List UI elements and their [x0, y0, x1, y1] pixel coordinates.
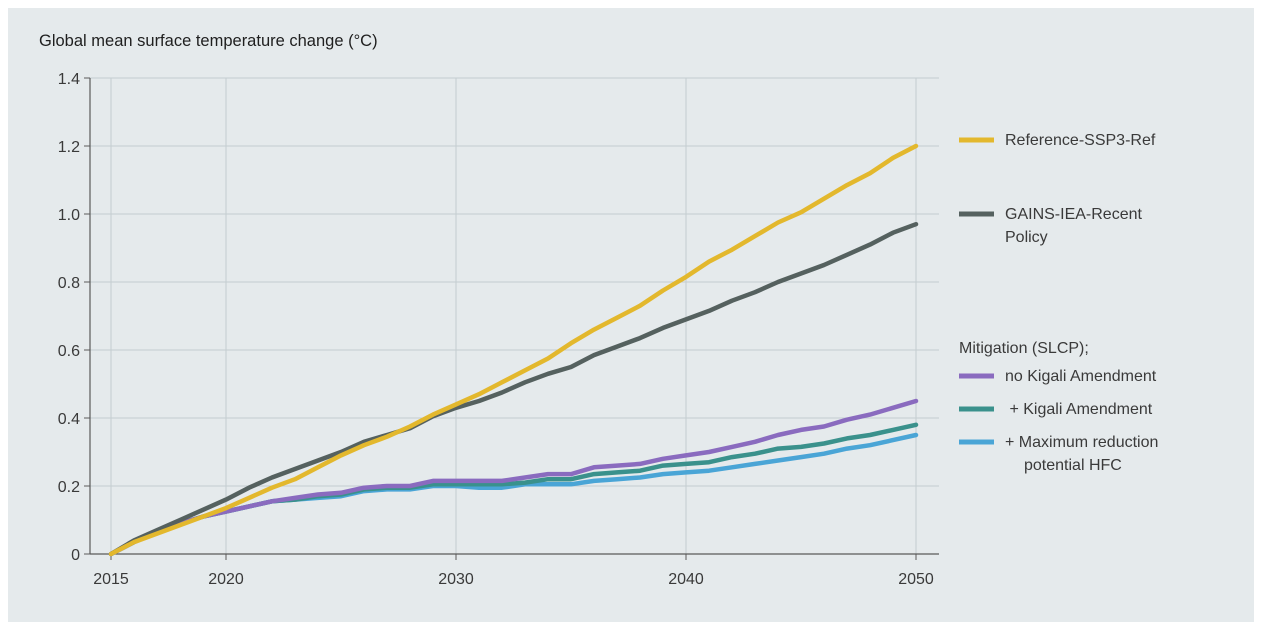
series-lines: [108, 143, 919, 557]
y-tick-label: 0.2: [58, 479, 80, 496]
y-tick-label: 0: [71, 547, 80, 564]
legend-label-max-reduction: + Maximum reduction: [1005, 434, 1158, 451]
legend-heading: Mitigation (SLCP);: [959, 340, 1089, 357]
chart-title: Global mean surface temperature change (…: [39, 32, 378, 50]
y-tick-label: 0.8: [58, 275, 80, 292]
chart-panel: Global mean surface temperature change (…: [8, 8, 1254, 622]
y-tick-label: 0.6: [58, 343, 80, 360]
legend-label-reference-ssp3: Reference-SSP3-Ref: [1005, 132, 1156, 149]
y-tick-label: 1.2: [58, 139, 80, 156]
series-line-no-kigali: [108, 398, 919, 557]
series-line-kigali: [108, 422, 919, 557]
legend-label-max-reduction-line2: potential HFC: [1024, 457, 1122, 474]
x-tick-label: 2020: [208, 571, 244, 588]
grid: [90, 77, 939, 554]
legend-label-kigali: + Kigali Amendment: [1005, 401, 1153, 418]
axes: 0 0.2 0.4 0.6 0.8 1.0 1.2 1.4 2015 2020 2030 2040 20…: [58, 71, 939, 588]
temperature-chart: Global mean surface temperature change (…: [39, 32, 1158, 588]
legend-label-gains-iea: GAINS-IEA-Recent: [1005, 206, 1142, 223]
x-tick-label: 2030: [438, 571, 474, 588]
y-tick-label: 1.0: [58, 207, 80, 224]
y-tick-label: 1.4: [58, 71, 80, 88]
x-tick-label: 2015: [93, 571, 129, 588]
x-tick-label: 2040: [668, 571, 704, 588]
x-tick-label: 2050: [898, 571, 934, 588]
y-tick-label: 0.4: [58, 411, 80, 428]
legend-label-no-kigali: no Kigali Amendment: [1005, 368, 1157, 385]
series-line-reference-ssp3: [108, 143, 919, 557]
series-line-gains-iea: [108, 221, 919, 557]
legend-label-gains-iea-line2: Policy: [1005, 229, 1048, 246]
legend: Mitigation (SLCP); Reference-SSP3-Ref GAIN…: [959, 132, 1158, 474]
